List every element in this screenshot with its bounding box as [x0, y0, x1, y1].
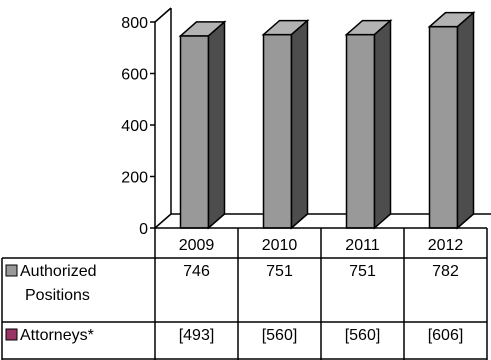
y-tick-label: 800 [121, 15, 148, 32]
y-tick-label: 200 [121, 170, 148, 187]
x-tick-label: 2012 [428, 237, 464, 254]
bar-front [179, 35, 210, 229]
floor-left-edge [154, 213, 172, 229]
x-tick-label: 2010 [262, 237, 298, 254]
bar-side [456, 10, 475, 230]
x-tick-label: 2011 [345, 237, 380, 254]
x-tick-label: 2009 [179, 237, 215, 254]
data-cell: 782 [432, 263, 459, 280]
series-label: Attorneys* [20, 327, 94, 344]
data-cell: [560] [262, 327, 298, 344]
series-label: Authorized [20, 263, 97, 280]
y-tick-label: 0 [139, 221, 148, 238]
bar-front [262, 33, 293, 229]
bar-side [290, 18, 309, 230]
bar-front [345, 33, 376, 229]
data-cell: [493] [179, 327, 215, 344]
bar-2010 [261, 18, 310, 230]
data-cell: [560] [345, 327, 381, 344]
wall-top-edge [154, 7, 172, 23]
series-label: Positions [25, 287, 90, 304]
y-tick-label: 400 [121, 118, 148, 135]
data-cell: 746 [183, 263, 210, 280]
legend-key-1 [5, 328, 18, 341]
data-cell: [606] [428, 327, 464, 344]
bar-side [207, 20, 226, 230]
legend-key-0 [5, 264, 18, 277]
y-tick-label: 600 [121, 67, 148, 84]
bar-2011 [344, 18, 393, 230]
data-cell: 751 [349, 263, 376, 280]
bar-2009 [178, 20, 227, 230]
bar-front [428, 25, 459, 229]
data-cell: 751 [266, 263, 293, 280]
bar-2012 [427, 10, 476, 230]
bar-side [373, 18, 392, 230]
